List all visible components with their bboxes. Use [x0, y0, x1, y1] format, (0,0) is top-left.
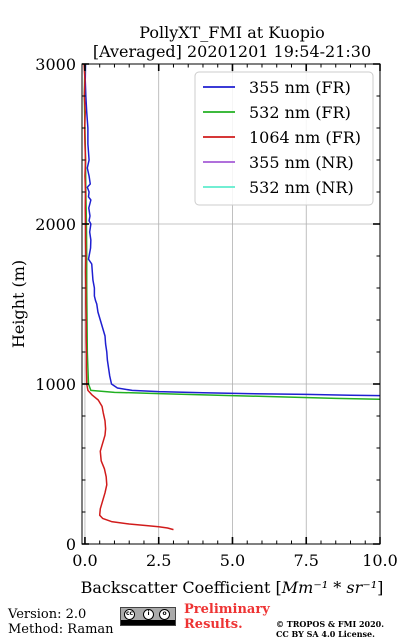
x-axis-label-end: ] [377, 578, 383, 597]
preliminary-label: Preliminary [184, 602, 270, 617]
y-tick-label: 3000 [35, 55, 76, 74]
legend-entry-label: 355 nm (NR) [249, 153, 354, 172]
x-axis-label: Backscatter Coefficient [Mm⁻¹ * sr⁻¹] [81, 578, 384, 597]
cc-license-badge: cc i o [120, 607, 176, 626]
plot-frame [81, 63, 381, 545]
legend-entry-label: 1064 nm (FR) [249, 128, 361, 147]
legend: 355 nm (FR) 532 nm (FR) 1064 nm (FR) 355 nm… [194, 71, 374, 206]
method-text: Method: Raman [8, 622, 114, 637]
chart-title: PollyXT_FMI at Kuopio [139, 23, 325, 42]
copyright-text: © TROPOS & FMI 2020. [276, 619, 385, 629]
creative-commons-icon: cc [124, 609, 135, 620]
license-text: CC BY SA 4.0 License. [276, 629, 375, 639]
legend-entry-label: 532 nm (FR) [249, 103, 351, 122]
share-alike-icon: o [159, 609, 170, 620]
legend-entry-label: 532 nm (NR) [249, 178, 354, 197]
preliminary-label-results: Results. [184, 617, 243, 632]
axis-ticks: 0.0 2.5 5.0 7.5 10.0 0 1000 2000 3000 [35, 55, 398, 570]
y-tick-label: 2000 [35, 215, 76, 234]
legend-box [194, 71, 374, 206]
x-tick-label: 7.5 [294, 551, 319, 570]
version-text: Version: 2.0 [8, 607, 87, 622]
series-layer [83, 64, 380, 531]
y-axis-label: Height (m) [9, 260, 28, 348]
series-line-0 [84, 64, 380, 397]
series-line-2 [83, 64, 174, 531]
x-tick-label: 10.0 [362, 551, 398, 570]
cc-badge-strip [121, 620, 175, 625]
chart-subtitle: [Averaged] 20201201 19:54-21:30 [93, 42, 371, 61]
x-tick-label: 5.0 [220, 551, 245, 570]
x-axis-label-units: Mm⁻¹ * sr⁻¹ [281, 578, 377, 597]
y-tick-label: 0 [66, 535, 76, 554]
attribution-icon: i [143, 609, 154, 620]
x-tick-label: 0.0 [72, 551, 97, 570]
x-tick-label: 2.5 [146, 551, 171, 570]
legend-entry-label: 355 nm (FR) [249, 78, 351, 97]
x-axis-label-text: Backscatter Coefficient [ [81, 578, 282, 597]
y-tick-label: 1000 [35, 375, 76, 394]
